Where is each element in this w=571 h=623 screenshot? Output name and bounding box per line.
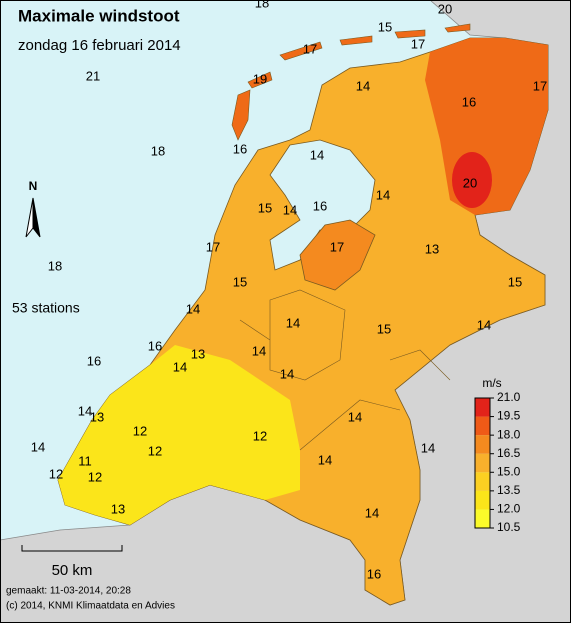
station-value: 17: [303, 41, 317, 56]
station-value: 19: [253, 71, 267, 86]
legend-swatch: [475, 472, 490, 491]
station-value: 12: [88, 469, 102, 484]
wadden-islands: [231, 23, 471, 141]
station-value: 14: [356, 78, 370, 93]
station-value: 14: [186, 301, 200, 316]
legend-swatch: [475, 453, 490, 473]
station-value: 14: [376, 187, 390, 202]
station-value: 14: [78, 403, 92, 418]
station-value: 13: [90, 409, 104, 424]
station-value: 15: [233, 274, 247, 289]
station-value: 14: [348, 409, 362, 424]
north-arrow-right: [32, 197, 41, 238]
north-label: N: [29, 179, 38, 193]
station-value: 17: [206, 239, 220, 254]
station-value: 16: [87, 353, 101, 368]
station-value: 14: [252, 343, 266, 358]
station-value: 12: [49, 466, 63, 481]
legend-tick-label: 12.0: [497, 502, 521, 516]
station-value: 16: [313, 198, 327, 213]
station-value: 16: [233, 141, 247, 156]
station-value: 15: [258, 200, 272, 215]
station-value: 14: [286, 315, 300, 330]
station-value: 14: [318, 452, 332, 467]
province-borders: [239, 289, 451, 451]
station-value: 14: [421, 440, 435, 455]
station-value: 12: [133, 423, 147, 438]
station-value: 14: [283, 202, 297, 217]
station-value: 17: [533, 78, 547, 93]
legend-border: [474, 397, 491, 529]
legend-tick-label: 21.0: [497, 390, 521, 404]
title: Maximale windstoot: [18, 6, 180, 25]
legend-swatch: [475, 416, 490, 436]
stations: 18 20 15 17 17 19 21 14 17 16 18 16 14 14 20 15 14 16 17 17…: [31, 0, 547, 581]
station-value: 11: [78, 453, 92, 468]
legend-tick-label: 10.5: [497, 520, 521, 534]
station-value: 18: [151, 143, 165, 158]
station-value: 17: [330, 239, 344, 254]
scale-bar: [21, 545, 123, 552]
station-count: 53 stations: [12, 300, 80, 316]
footer-made: gemaakt: 11-03-2014, 20:28: [6, 586, 131, 597]
station-value: 13: [425, 241, 439, 256]
station-value: 21: [86, 68, 100, 83]
peak-area: [452, 152, 492, 208]
station-value: 13: [111, 501, 125, 516]
station-value: 20: [438, 1, 452, 16]
station-value: 16: [462, 94, 476, 109]
legend-tick-label: 16.5: [497, 446, 521, 460]
flevoland: [299, 219, 376, 291]
station-value: 15: [378, 19, 392, 34]
station-value: 12: [148, 443, 162, 458]
legend-tick-label: 19.5: [497, 409, 521, 423]
scale-label: 50 km: [52, 562, 93, 579]
station-value: 14: [477, 317, 491, 332]
station-value: 16: [148, 338, 162, 353]
station-value: 18: [48, 258, 62, 273]
legend-tick-label: 13.5: [497, 483, 521, 497]
station-value: 16: [367, 566, 381, 581]
station-value: 14: [173, 359, 187, 374]
station-value: 15: [377, 321, 391, 336]
station-value: 18: [255, 0, 269, 10]
low-wind-area: [58, 345, 300, 525]
legend-swatch: [475, 490, 490, 510]
legend-swatch: [475, 509, 490, 528]
station-value: 14: [365, 505, 379, 520]
legend-swatch: [475, 435, 490, 454]
station-value: 14: [310, 147, 324, 162]
station-value: 12: [253, 428, 267, 443]
station-value: 20: [463, 175, 477, 190]
footer-copyright: (c) 2014, KNMI Klimaatdata en Advies: [6, 601, 175, 612]
station-value: 15: [508, 274, 522, 289]
station-value: 14: [31, 439, 45, 454]
station-value: 17: [411, 36, 425, 51]
legend-unit: m/s: [482, 376, 501, 390]
legend-tick-label: 15.0: [497, 464, 521, 478]
subtitle: zondag 16 februari 2014: [18, 37, 181, 54]
legend-tick-label: 18.0: [497, 427, 521, 441]
legend-swatch: [475, 398, 490, 417]
station-value: 13: [191, 346, 205, 361]
legend: 21.0 19.5 18.0 16.5 15.0 13.5 12.0 10.5: [474, 390, 521, 534]
station-value: 14: [280, 366, 294, 381]
